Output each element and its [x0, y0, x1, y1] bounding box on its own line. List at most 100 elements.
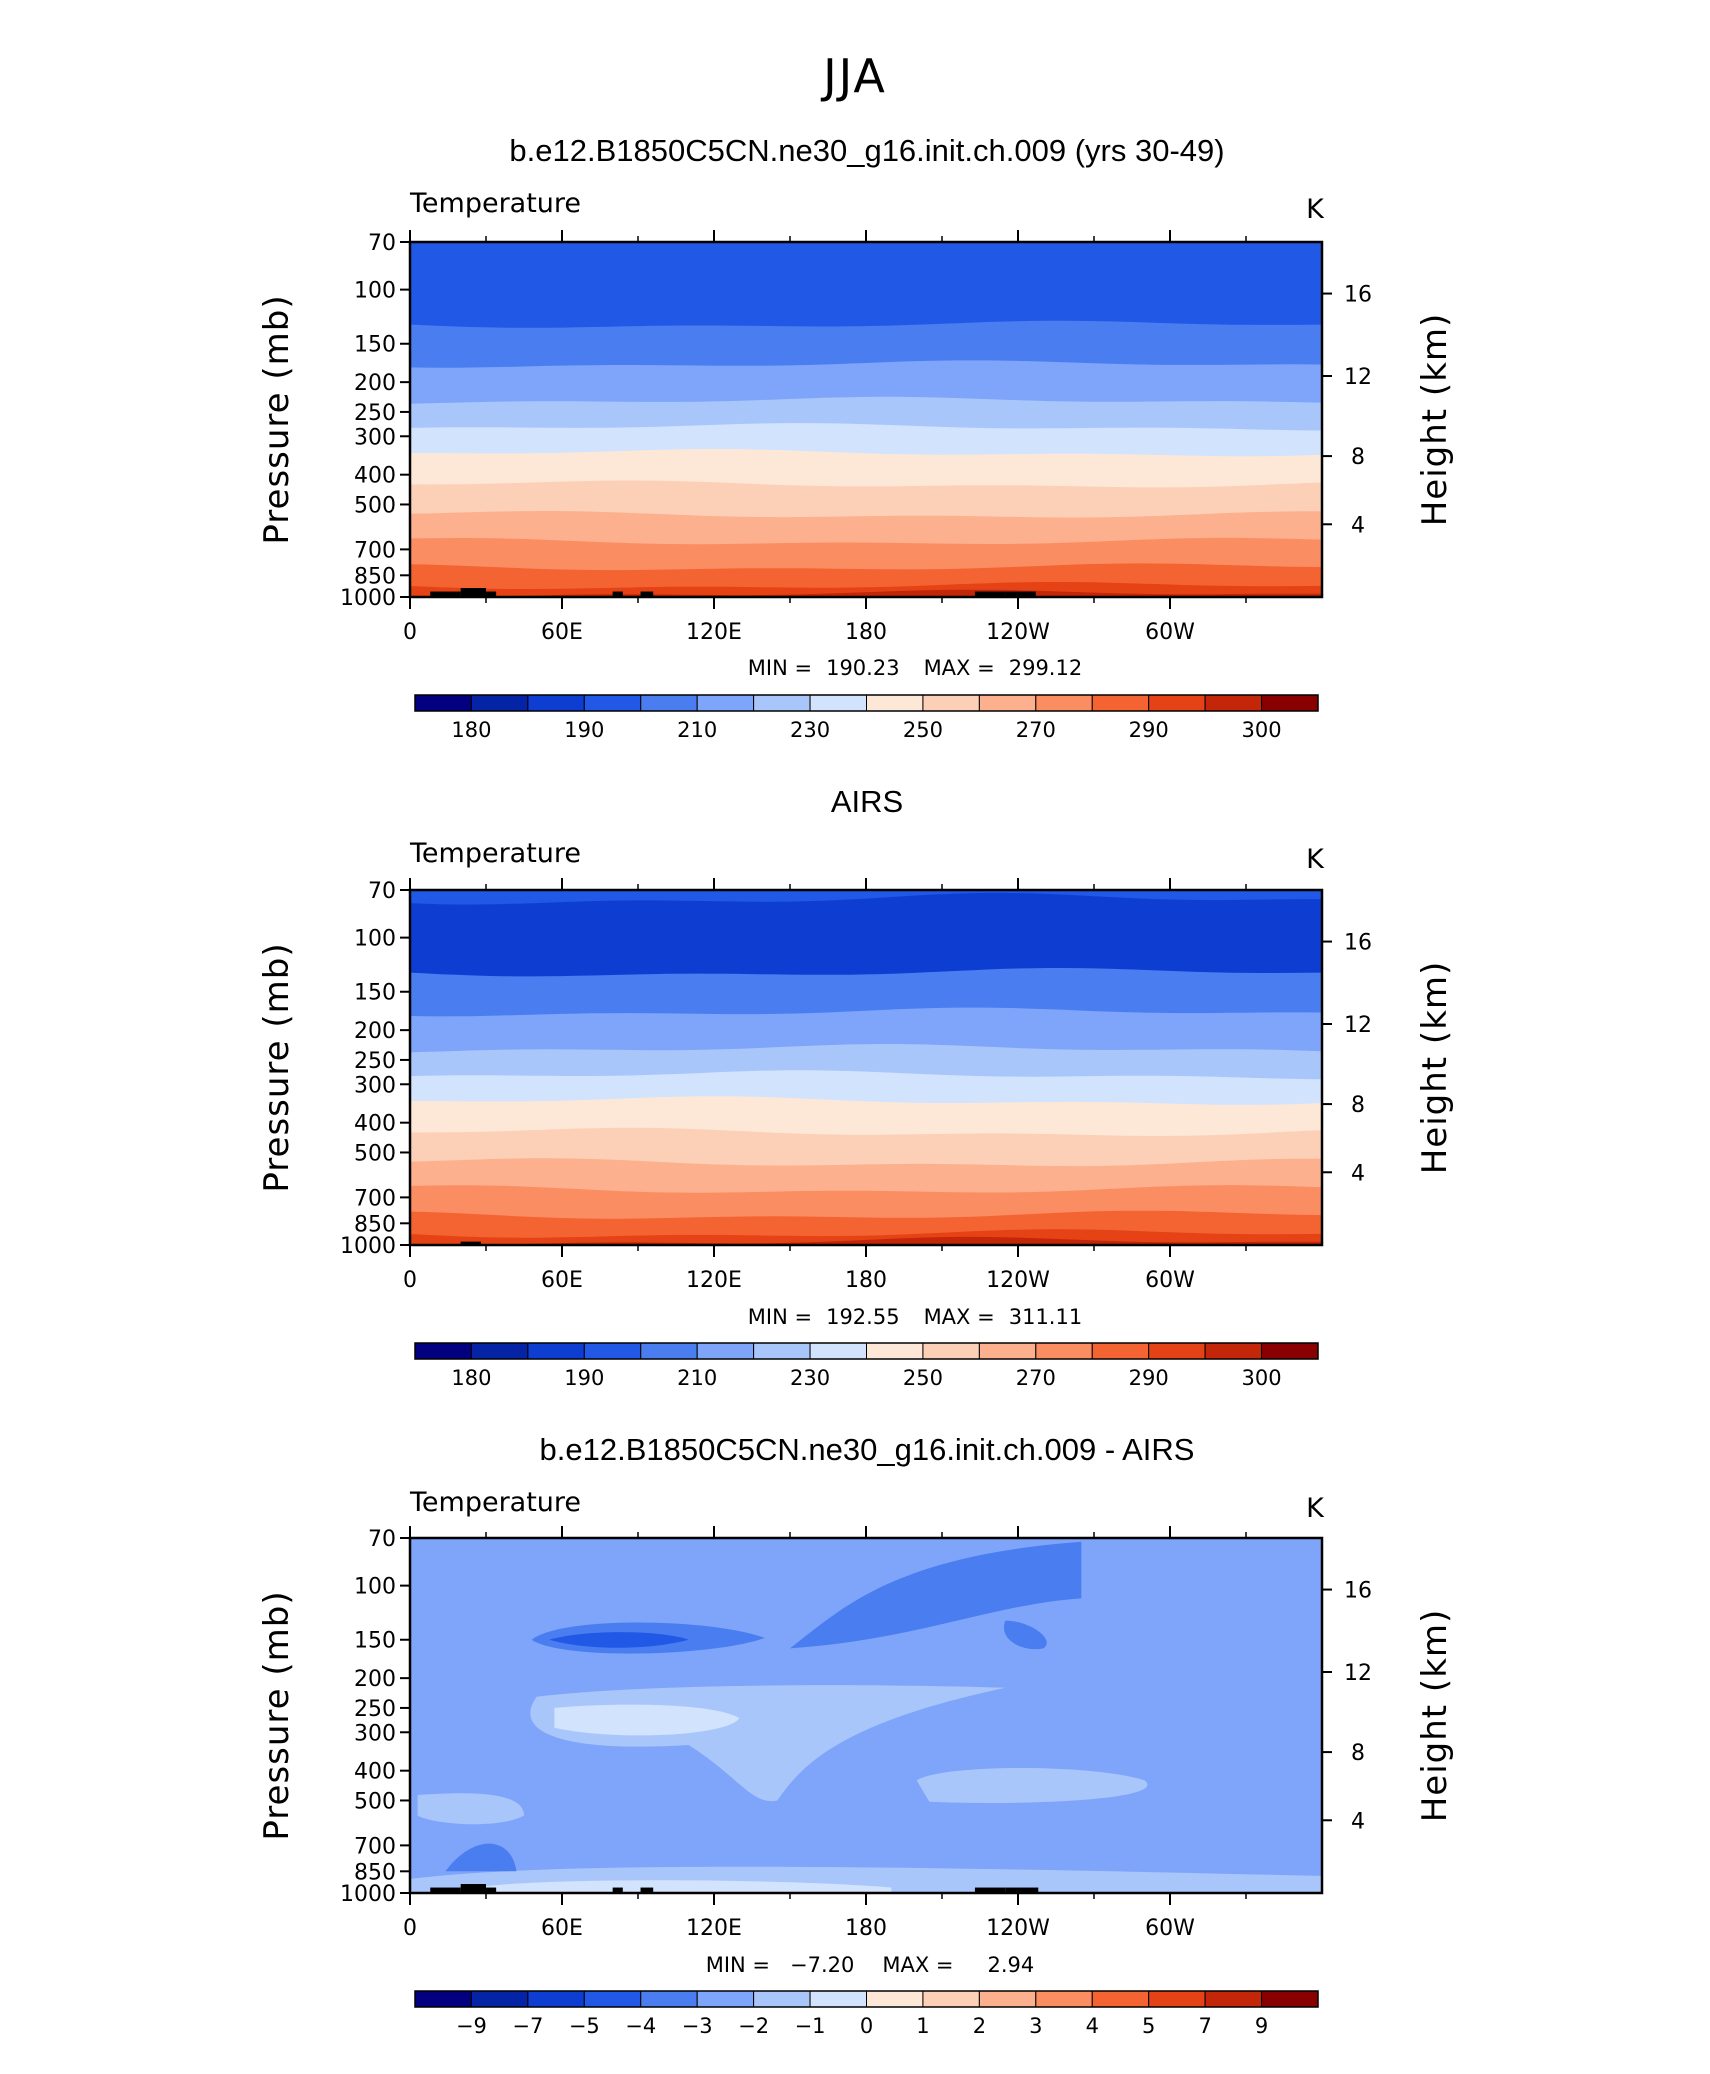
colorbar-swatch: [1148, 1990, 1206, 2008]
colorbar-swatch: [583, 1990, 642, 2008]
panel-title: b.e12.B1850C5CN.ne30_g16.init.ch.009 - A…: [540, 1432, 1195, 1467]
lon-tick-label: 120W: [986, 1916, 1050, 1941]
colorbar-label: −3: [682, 2014, 713, 2038]
colorbar-swatch: [1261, 1342, 1319, 1360]
topography-mask: [460, 1884, 486, 1893]
height-tick-label: 4: [1351, 1809, 1365, 1834]
field-label: Temperature: [409, 1487, 581, 1518]
contour-band: [1003, 1620, 1047, 1650]
units-label: K: [1306, 194, 1325, 225]
height-tick-label: 4: [1351, 513, 1365, 538]
colorbar-swatch: [1091, 694, 1150, 712]
colorbar-swatch: [809, 694, 867, 712]
contour-band: [486, 1880, 892, 1893]
pressure-tick-label: 300: [354, 425, 396, 450]
pressure-tick-label: 850: [354, 564, 396, 589]
field-label: Temperature: [409, 188, 581, 219]
pressure-tick-label: 1000: [340, 1234, 396, 1259]
colorbar-label: 230: [790, 718, 830, 742]
colorbar-swatch: [866, 1990, 924, 2008]
pressure-tick-label: 70: [368, 1527, 396, 1552]
pressure-tick-label: 200: [354, 1667, 396, 1692]
stats-text: MIN = 192.55 MAX = 311.11: [748, 1305, 1082, 1329]
colorbar-swatch: [696, 1342, 755, 1360]
colorbar-swatch: [470, 1990, 529, 2008]
lon-tick-label: 120W: [986, 620, 1050, 645]
colorbar-swatch: [978, 1342, 1037, 1360]
lon-tick-label: 60E: [541, 1268, 583, 1293]
colorbar-swatch: [470, 1342, 529, 1360]
colorbar-swatch: [1261, 1990, 1319, 2008]
contour-band: [410, 1236, 1322, 1246]
contour-band: [554, 1704, 740, 1736]
height-tick-label: 16: [1344, 1579, 1372, 1604]
lon-tick-label: 120E: [686, 1916, 742, 1941]
colorbar-swatch: [809, 1342, 867, 1360]
y-axis-label-right: Height (km): [1415, 961, 1455, 1175]
lon-tick-label: 60W: [1145, 1268, 1195, 1293]
topography-mask: [486, 591, 497, 597]
field-label: Temperature: [409, 838, 581, 869]
pressure-tick-label: 70: [368, 231, 396, 256]
pressure-tick-label: 200: [354, 371, 396, 396]
colorbar-swatch: [1204, 694, 1263, 712]
pressure-tick-label: 850: [354, 1860, 396, 1885]
contour-band: [410, 589, 1322, 597]
colorbar-label: 190: [564, 1366, 604, 1390]
pressure-tick-label: 100: [354, 1575, 396, 1600]
colorbar-label: −4: [625, 2014, 656, 2038]
colorbar-swatch: [583, 694, 642, 712]
colorbar-swatch: [866, 694, 924, 712]
colorbar-label: 180: [451, 718, 491, 742]
colorbar-label: −2: [738, 2014, 769, 2038]
pressure-tick-label: 400: [354, 1760, 396, 1785]
colorbar-label: 0: [860, 2014, 873, 2038]
colorbar-swatch: [1148, 694, 1206, 712]
lon-tick-label: 120E: [686, 620, 742, 645]
colorbar-swatch: [1204, 1342, 1263, 1360]
colorbar-swatch: [527, 1990, 585, 2008]
pressure-tick-label: 700: [354, 1186, 396, 1211]
colorbar-swatch: [1035, 1990, 1093, 2008]
colorbar-label: 290: [1129, 718, 1169, 742]
plot-area: [410, 890, 1322, 1246]
colorbar-label: 300: [1242, 718, 1282, 742]
panel-difference: b.e12.B1850C5CN.ne30_g16.init.ch.009 - A…: [257, 1432, 1455, 2038]
colorbar-swatch: [414, 1342, 472, 1360]
colorbar-swatch: [640, 1342, 698, 1360]
colorbar-label: 7: [1198, 2014, 1211, 2038]
contour-band: [417, 1793, 524, 1825]
colorbar-label: 250: [903, 718, 943, 742]
contour-band: [790, 1541, 1082, 1649]
colorbar-swatch: [922, 1990, 980, 2008]
colorbar-label: 3: [1029, 2014, 1042, 2038]
pressure-tick-label: 700: [354, 1834, 396, 1859]
colorbar-swatch: [978, 1990, 1037, 2008]
topography-mask: [430, 591, 461, 597]
colorbar-swatch: [753, 1342, 811, 1360]
pressure-tick-label: 400: [354, 1112, 396, 1137]
pressure-tick-label: 700: [354, 538, 396, 563]
colorbar-swatch: [1148, 1342, 1206, 1360]
y-axis-label-left: Pressure (mb): [257, 942, 297, 1192]
units-label: K: [1306, 844, 1325, 875]
colorbar-swatch: [1261, 694, 1319, 712]
y-axis-label-left: Pressure (mb): [257, 1590, 297, 1840]
stats-text: MIN = −7.20 MAX = 2.94: [706, 1953, 1035, 1977]
colorbar-swatch: [809, 1990, 867, 2008]
colorbar-swatch: [640, 694, 698, 712]
colorbar-swatch: [922, 1342, 980, 1360]
topography-mask: [486, 1887, 497, 1893]
colorbar-swatch: [1204, 1990, 1263, 2008]
colorbar-label: 290: [1129, 1366, 1169, 1390]
colorbar-swatch: [583, 1342, 642, 1360]
lon-tick-label: 0: [403, 1916, 417, 1941]
lon-tick-label: 120E: [686, 1268, 742, 1293]
topography-mask: [430, 1887, 461, 1893]
height-tick-label: 4: [1351, 1161, 1365, 1186]
topography-mask: [640, 591, 654, 597]
contour-band: [445, 1843, 517, 1872]
colorbar-label: 250: [903, 1366, 943, 1390]
pressure-tick-label: 100: [354, 279, 396, 304]
